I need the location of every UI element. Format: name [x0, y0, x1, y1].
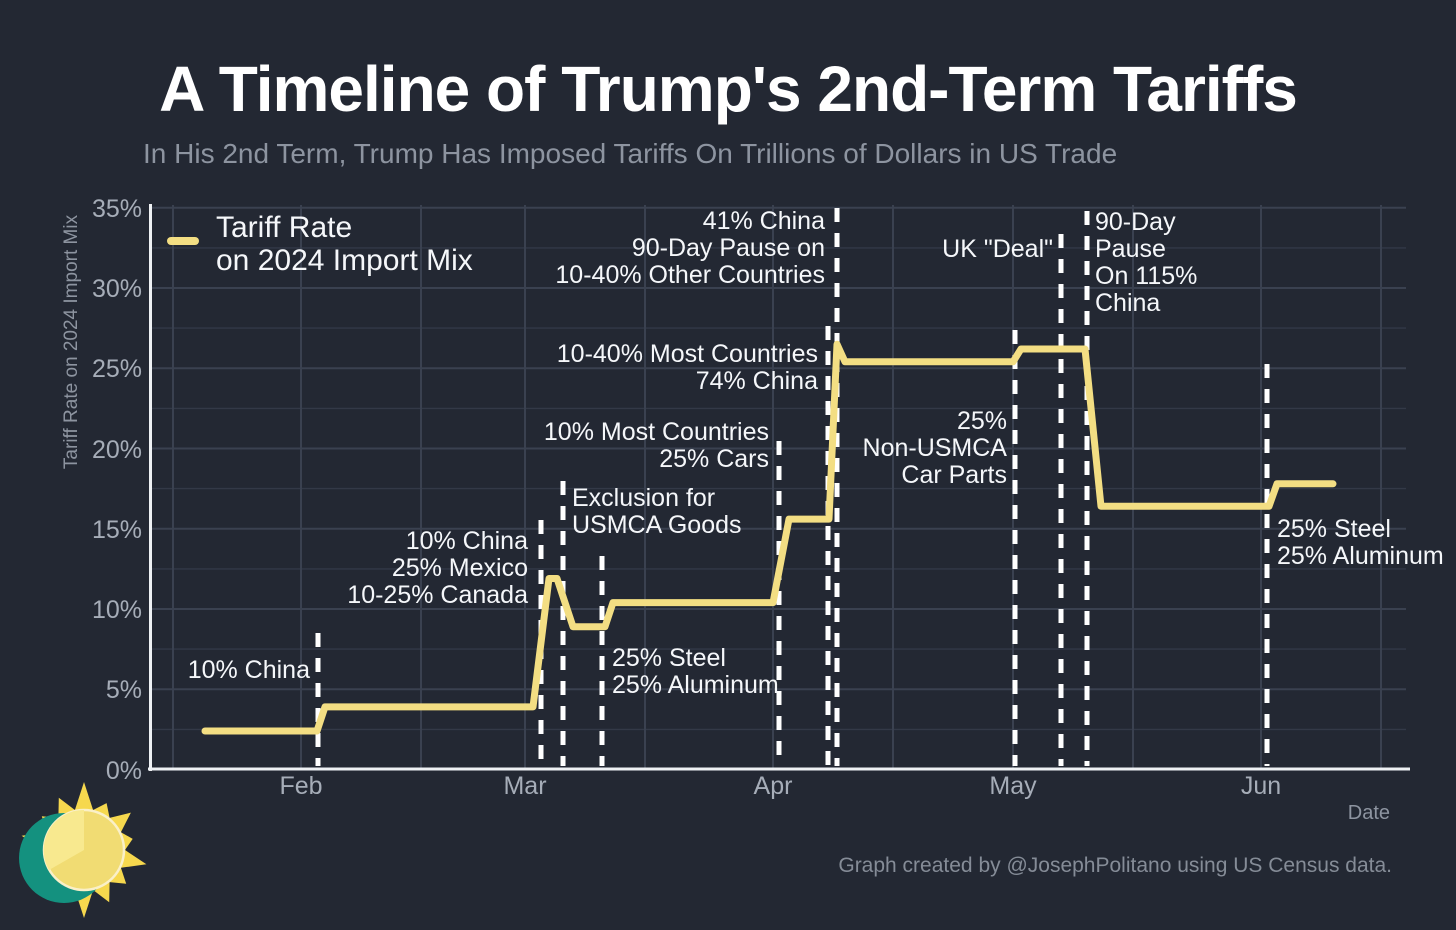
x-tick-May: May — [989, 772, 1037, 800]
annotation-china-10: 10% China — [187, 656, 310, 684]
x-tick-Jun: Jun — [1240, 772, 1282, 800]
annotation-uk-deal: UK "Deal" — [942, 235, 1053, 263]
annotation-steel-aluminum-march: 25% Steel 25% Aluminum — [612, 644, 779, 699]
x-axis-title: Date — [1347, 802, 1390, 824]
y-tick-5%: 5% — [105, 676, 142, 705]
annotation-china-mexico-canada: 10% China 25% Mexico 10-25% Canada — [347, 527, 528, 609]
y-tick-35%: 35% — [91, 194, 142, 223]
y-tick-0%: 0% — [105, 756, 142, 785]
x-tick-Feb: Feb — [279, 772, 323, 800]
legend-label-line1: Tariff Rate — [216, 211, 353, 244]
annotation-usmca-exclusion: Exclusion for USMCA Goods — [572, 484, 742, 539]
x-tick-Mar: Mar — [503, 772, 547, 800]
y-tick-20%: 20% — [91, 435, 142, 464]
sun-body-highlight — [43, 809, 84, 870]
y-tick-15%: 15% — [91, 515, 142, 544]
sun-logo — [19, 782, 147, 918]
annotation-car-parts: 25% Non-USMCA Car Parts — [862, 407, 1007, 489]
legend-label: Tariff Rate on 2024 Import Mix — [216, 211, 473, 277]
vertical-gridlines — [172, 205, 1382, 769]
tariff-rate-line — [201, 340, 1337, 735]
event-lines — [315, 208, 1270, 766]
annotation-steel-aluminum-june: 25% Steel 25% Aluminum — [1277, 515, 1444, 570]
y-tick-30%: 30% — [91, 275, 142, 303]
x-tick-Apr: Apr — [753, 772, 793, 800]
legend-label-line2: on 2024 Import Mix — [216, 244, 473, 277]
y-tick-25%: 25% — [91, 355, 142, 384]
chart-subtitle: In His 2nd Term, Trump Has Imposed Tarif… — [143, 138, 1118, 169]
annotation-china-41-pause: 41% China 90-Day Pause on 10-40% Other Cou… — [555, 207, 825, 289]
annotation-cars: 10% Most Countries 25% Cars — [543, 418, 769, 473]
page-title: A Timeline of Trump's 2nd-Term Tariffs — [159, 53, 1298, 125]
credit-text: Graph created by @JosephPolitano using U… — [838, 854, 1392, 877]
y-axis-title: Tariff Rate on 2024 Import Mix — [61, 214, 82, 470]
y-tick-10%: 10% — [91, 596, 142, 624]
legend-line-swatch — [167, 237, 199, 245]
annotation-reciprocal-tariffs: 10-40% Most Countries 74% China — [556, 340, 818, 395]
legend: Tariff Rate on 2024 Import Mix — [167, 211, 473, 277]
annotation-china-115-pause: 90-Day Pause On 115% China — [1095, 208, 1198, 317]
